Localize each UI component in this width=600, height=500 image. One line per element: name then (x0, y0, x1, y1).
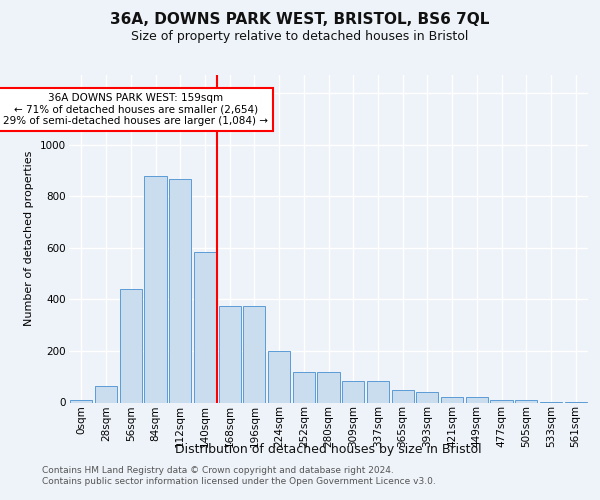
Bar (466, 398, 488, 402)
Bar (367, 380, 389, 402)
Text: 36A, DOWNS PARK WEST, BRISTOL, BS6 7QL: 36A, DOWNS PARK WEST, BRISTOL, BS6 7QL (110, 12, 490, 28)
Y-axis label: Number of detached properties: Number of detached properties (25, 151, 34, 326)
Bar (416, 392, 439, 402)
Bar (95, 386, 117, 402)
Bar (342, 380, 364, 402)
Text: Distribution of detached houses by size in Bristol: Distribution of detached houses by size … (175, 442, 482, 456)
Text: Contains HM Land Registry data © Crown copyright and database right 2024.: Contains HM Land Registry data © Crown c… (42, 466, 394, 475)
Bar (70, 400, 92, 402)
Bar (194, 252, 216, 402)
Text: Contains public sector information licensed under the Open Government Licence v3: Contains public sector information licen… (42, 477, 436, 486)
Bar (293, 372, 315, 402)
Bar (317, 372, 340, 402)
Bar (392, 390, 414, 402)
Bar (441, 398, 463, 402)
Bar (268, 351, 290, 403)
Bar (515, 400, 538, 402)
Bar (490, 400, 512, 402)
Text: Size of property relative to detached houses in Bristol: Size of property relative to detached ho… (131, 30, 469, 43)
Bar (218, 306, 241, 402)
Bar (243, 306, 265, 402)
Bar (169, 180, 191, 402)
Text: 36A DOWNS PARK WEST: 159sqm
← 71% of detached houses are smaller (2,654)
29% of : 36A DOWNS PARK WEST: 159sqm ← 71% of det… (3, 93, 268, 126)
Bar (119, 289, 142, 403)
Bar (145, 176, 167, 402)
